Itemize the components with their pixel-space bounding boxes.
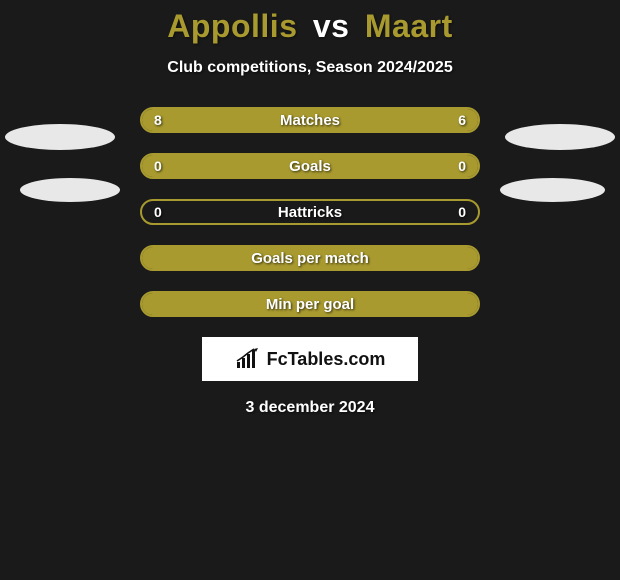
stat-row: Goals per match	[140, 245, 480, 271]
branding-badge: FcTables.com	[202, 337, 418, 381]
chart-icon	[235, 348, 261, 370]
decor-ellipse-right-1	[505, 124, 615, 150]
date-line: 3 december 2024	[0, 399, 620, 417]
decor-ellipse-right-2	[500, 178, 605, 202]
stat-label: Min per goal	[142, 293, 478, 315]
branding-text: FcTables.com	[267, 349, 386, 370]
vs-text: vs	[313, 8, 350, 44]
stat-row: 86Matches	[140, 107, 480, 133]
subtitle: Club competitions, Season 2024/2025	[0, 59, 620, 77]
stat-label: Matches	[142, 109, 478, 131]
stat-row: 00Goals	[140, 153, 480, 179]
decor-ellipse-left-2	[20, 178, 120, 202]
stats-rows: 86Matches 00Goals 00Hattricks Goals per mat…	[140, 107, 480, 317]
player1-name: Appollis	[167, 8, 297, 44]
stat-label: Hattricks	[142, 201, 478, 223]
comparison-card: Appollis vs Maart Club competitions, Sea…	[0, 0, 620, 580]
stat-label: Goals	[142, 155, 478, 177]
decor-ellipse-left-1	[5, 124, 115, 150]
stat-label: Goals per match	[142, 247, 478, 269]
stat-row: 00Hattricks	[140, 199, 480, 225]
player2-name: Maart	[365, 8, 453, 44]
page-title: Appollis vs Maart	[0, 8, 620, 45]
stat-row: Min per goal	[140, 291, 480, 317]
